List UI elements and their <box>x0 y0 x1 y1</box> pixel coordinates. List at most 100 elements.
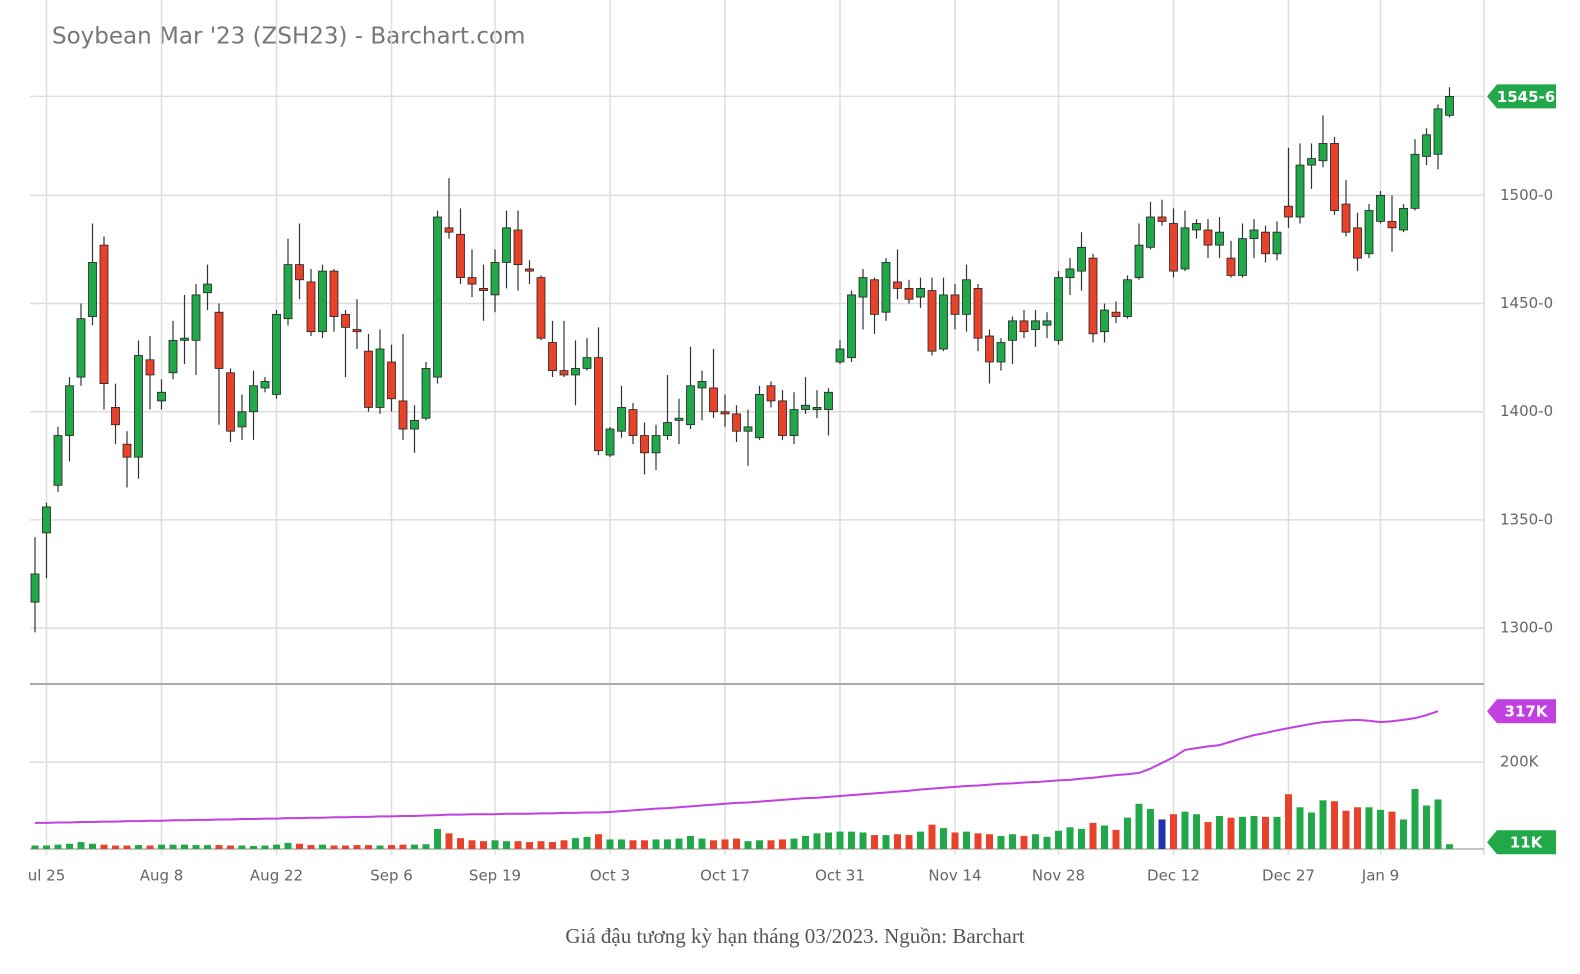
candle-body <box>398 400 408 430</box>
candle-body <box>1019 320 1029 333</box>
x-tick-label: Nov 14 <box>928 867 981 885</box>
candle-body <box>893 281 902 289</box>
candle-body <box>122 443 132 458</box>
volume-bar <box>710 840 717 849</box>
volume-bar <box>1043 836 1051 849</box>
candle-body <box>663 422 672 436</box>
candle-body <box>157 391 166 402</box>
volume-bar <box>537 841 545 849</box>
volume-bar <box>652 839 660 849</box>
last-price-label: 1545-6 <box>1497 88 1555 106</box>
candle-body <box>30 573 40 603</box>
volume-bar <box>1158 819 1166 849</box>
volume-bar <box>1020 835 1028 849</box>
candle-body <box>1054 277 1063 341</box>
candle-body <box>410 419 419 430</box>
volume-bar <box>641 840 648 849</box>
volume-bar <box>31 845 39 849</box>
volume-bar <box>951 832 959 849</box>
volume-bar <box>1170 814 1177 849</box>
volume-bar <box>1446 844 1453 849</box>
candle-body <box>950 294 960 315</box>
volume-bar <box>1032 834 1039 849</box>
volume-bar <box>330 845 338 849</box>
candle-body <box>1031 320 1040 330</box>
volume-bar <box>411 844 418 849</box>
y-tick-label: 1300-0 <box>1500 619 1553 637</box>
candle-body <box>444 227 454 233</box>
x-tick-label: Dec 27 <box>1262 867 1315 885</box>
y-tick-label: 200K <box>1500 753 1540 771</box>
x-tick-label: Sep 6 <box>370 867 413 885</box>
volume-bar <box>560 840 568 849</box>
volume-bar <box>1262 816 1269 849</box>
candle-body <box>1134 244 1144 278</box>
volume-bar <box>986 834 993 849</box>
candle-body <box>1100 309 1109 333</box>
volume-bar <box>192 845 200 849</box>
volume-bar <box>1388 811 1396 849</box>
candle-body <box>720 411 730 415</box>
x-tick-label: Dec 12 <box>1147 867 1200 885</box>
candle-body <box>111 407 120 426</box>
volume-bar <box>307 845 315 849</box>
volume-bar <box>1354 807 1361 849</box>
volume-bar <box>526 842 533 849</box>
candle-body <box>145 359 155 376</box>
y-tick-label: 1500-0 <box>1500 186 1553 204</box>
volume-bar <box>457 838 464 849</box>
candle-body <box>847 294 856 359</box>
candle-body <box>237 411 247 428</box>
volume-bar <box>997 835 1005 849</box>
candle-body <box>1318 143 1328 162</box>
volume-bar <box>767 840 775 849</box>
x-tick-label: ul 25 <box>28 867 66 885</box>
candle-body <box>1042 320 1052 326</box>
candle-body <box>1249 229 1259 240</box>
candle-body <box>582 357 592 369</box>
candle-body <box>1376 194 1385 222</box>
volume-bar <box>319 844 326 849</box>
volume-bar <box>204 845 211 849</box>
candle-body <box>1111 311 1121 317</box>
candle-body <box>1146 216 1155 248</box>
candle-body <box>1295 164 1305 218</box>
candle-body <box>283 264 293 320</box>
x-tick-label: Oct 31 <box>815 867 865 885</box>
candle-body <box>168 339 178 374</box>
volume-bar <box>89 843 96 849</box>
volume-bar <box>595 834 602 849</box>
candle-body <box>1065 268 1075 278</box>
candle-body <box>870 279 879 315</box>
volume-bar <box>434 829 441 849</box>
candle-body <box>272 313 281 395</box>
candle-body <box>594 357 603 452</box>
volume-bar <box>549 842 556 849</box>
candle-body <box>1192 223 1201 231</box>
volume-bar <box>1434 799 1442 849</box>
volume-bar <box>825 832 832 849</box>
candle-body <box>375 348 385 408</box>
volume-bar <box>917 831 924 849</box>
candle-body <box>640 435 649 454</box>
volume-bar <box>1124 817 1131 849</box>
candle-body <box>628 409 638 436</box>
volume-bar <box>158 844 165 849</box>
volume-bar <box>480 841 487 849</box>
candle-body <box>490 262 500 296</box>
x-tick-label: Aug 22 <box>250 867 303 885</box>
candle-body <box>1169 223 1178 272</box>
volume-bar <box>169 844 177 849</box>
candle-body <box>260 381 270 389</box>
volume-bar <box>1066 827 1074 849</box>
volume-bar <box>1181 811 1189 849</box>
candle-body <box>1410 153 1420 209</box>
x-tick-label: Nov 28 <box>1032 867 1085 885</box>
candle-body <box>1353 227 1362 259</box>
x-tick-label: Oct 17 <box>700 867 750 885</box>
candle-body <box>1445 96 1454 116</box>
volume-bar <box>802 835 809 849</box>
volume-bar <box>572 838 579 849</box>
candle-body <box>1399 207 1408 231</box>
